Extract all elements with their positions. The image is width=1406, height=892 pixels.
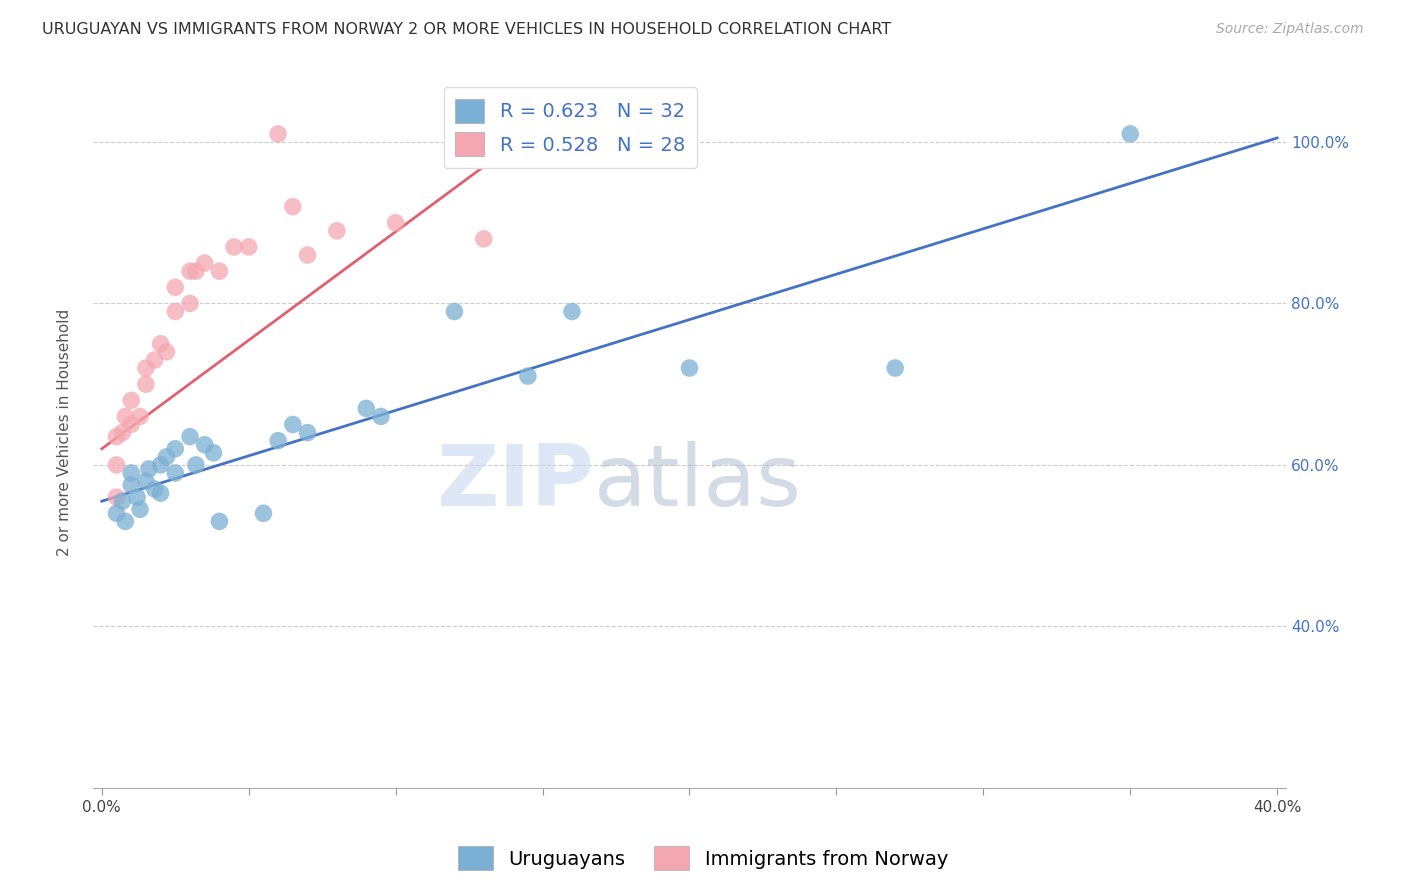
- Point: [194, 438, 217, 452]
- Point: [267, 434, 290, 448]
- Point: [114, 515, 136, 529]
- Text: Source: ZipAtlas.com: Source: ZipAtlas.com: [1216, 22, 1364, 37]
- Point: [149, 458, 172, 472]
- Point: [135, 474, 157, 488]
- Point: [561, 304, 583, 318]
- Y-axis label: 2 or more Vehicles in Household: 2 or more Vehicles in Household: [58, 309, 72, 557]
- Point: [120, 417, 142, 432]
- Point: [165, 466, 187, 480]
- Point: [678, 361, 700, 376]
- Point: [143, 482, 166, 496]
- Point: [105, 458, 128, 472]
- Point: [184, 264, 207, 278]
- Point: [105, 429, 128, 443]
- Point: [184, 458, 207, 472]
- Point: [105, 490, 128, 504]
- Point: [1119, 127, 1142, 141]
- Point: [194, 256, 217, 270]
- Text: URUGUAYAN VS IMMIGRANTS FROM NORWAY 2 OR MORE VEHICLES IN HOUSEHOLD CORRELATION : URUGUAYAN VS IMMIGRANTS FROM NORWAY 2 OR…: [42, 22, 891, 37]
- Point: [281, 200, 304, 214]
- Point: [443, 304, 465, 318]
- Point: [267, 127, 290, 141]
- Point: [165, 442, 187, 456]
- Point: [516, 369, 538, 384]
- Point: [370, 409, 392, 424]
- Point: [297, 425, 319, 440]
- Point: [138, 462, 160, 476]
- Point: [356, 401, 378, 416]
- Point: [129, 409, 152, 424]
- Point: [326, 224, 349, 238]
- Text: atlas: atlas: [595, 441, 801, 524]
- Point: [165, 280, 187, 294]
- Point: [111, 425, 134, 440]
- Point: [165, 304, 187, 318]
- Point: [120, 393, 142, 408]
- Point: [120, 478, 142, 492]
- Point: [884, 361, 907, 376]
- Legend: Uruguayans, Immigrants from Norway: Uruguayans, Immigrants from Norway: [450, 838, 956, 878]
- Point: [135, 361, 157, 376]
- Point: [222, 240, 245, 254]
- Point: [384, 216, 406, 230]
- Point: [111, 494, 134, 508]
- Point: [114, 409, 136, 424]
- Point: [238, 240, 260, 254]
- Point: [179, 429, 201, 443]
- Point: [129, 502, 152, 516]
- Point: [127, 490, 149, 504]
- Point: [179, 296, 201, 310]
- Point: [252, 506, 274, 520]
- Point: [472, 232, 495, 246]
- Point: [155, 344, 177, 359]
- Text: ZIP: ZIP: [436, 441, 595, 524]
- Point: [155, 450, 177, 464]
- Point: [120, 466, 142, 480]
- Point: [179, 264, 201, 278]
- Point: [143, 353, 166, 368]
- Legend: R = 0.623   N = 32, R = 0.528   N = 28: R = 0.623 N = 32, R = 0.528 N = 28: [443, 87, 697, 168]
- Point: [149, 486, 172, 500]
- Point: [149, 336, 172, 351]
- Point: [297, 248, 319, 262]
- Point: [202, 446, 225, 460]
- Point: [135, 377, 157, 392]
- Point: [281, 417, 304, 432]
- Point: [208, 264, 231, 278]
- Point: [105, 506, 128, 520]
- Point: [208, 515, 231, 529]
